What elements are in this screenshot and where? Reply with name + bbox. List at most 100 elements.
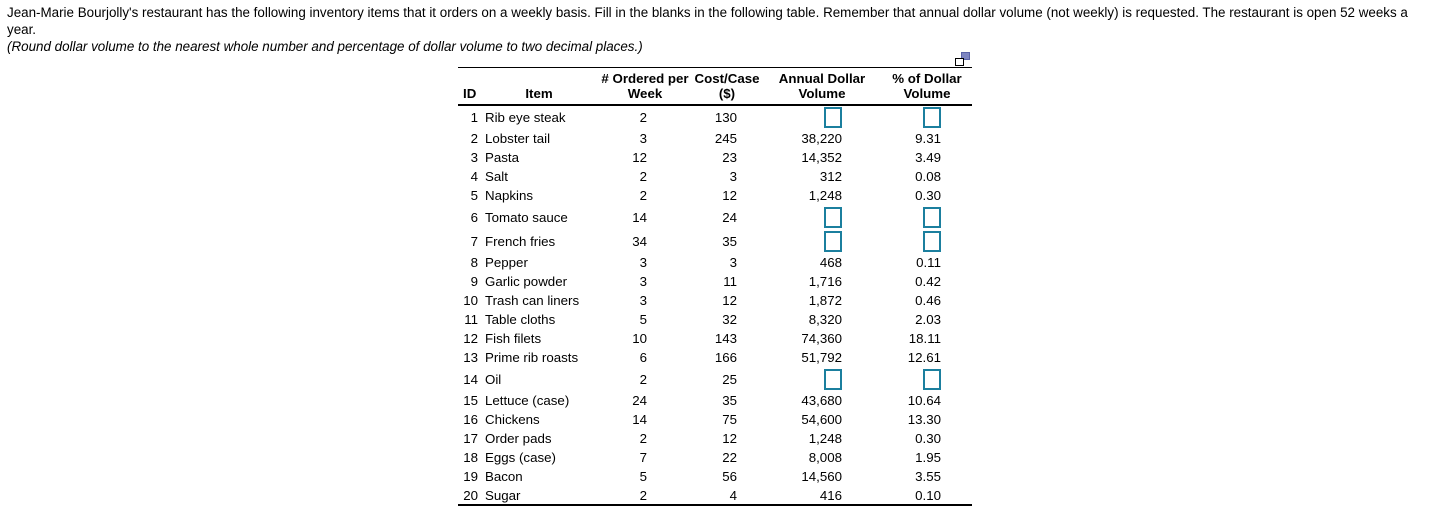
cell-pct: 3.55 — [915, 469, 941, 484]
cell-ordered: 24 — [632, 393, 647, 408]
cell-item: Lettuce (case) — [485, 393, 570, 408]
cell-pct: 18.11 — [908, 331, 941, 346]
column-header-pct-dollar-volume: % of Dollar Volume — [882, 67, 972, 106]
cell-item: Garlic powder — [485, 274, 568, 289]
cell-item: Pepper — [485, 255, 528, 270]
answer-box[interactable] — [824, 107, 842, 128]
column-header-annual-dollar-volume: Annual Dollar Volume — [762, 67, 882, 106]
cell-annual: 8,320 — [808, 312, 842, 327]
cell-pct: 0.08 — [915, 169, 941, 184]
cell-item: Eggs (case) — [485, 450, 556, 465]
cell-id: 18 — [463, 450, 478, 465]
cell-cost: 3 — [729, 255, 737, 270]
answer-box[interactable] — [923, 230, 941, 252]
cell-annual: 1,248 — [808, 431, 842, 446]
column-header-ordered-per-week: # Ordered per Week — [598, 67, 692, 106]
cell-item: Rib eye steak — [485, 110, 566, 125]
answer-box[interactable] — [824, 230, 842, 252]
cell-item: Bacon — [485, 469, 523, 484]
cell-ordered: 7 — [639, 450, 647, 465]
cell-id: 20 — [463, 487, 478, 503]
table-row: 3 Pasta 12 23 14,352 3.49 — [458, 148, 972, 167]
column-header-item: Item — [480, 67, 598, 106]
cell-annual: 1,248 — [808, 188, 842, 203]
cell-id: 9 — [470, 274, 478, 289]
cell-ordered: 2 — [639, 371, 647, 387]
cell-id: 14 — [463, 371, 478, 387]
table-row: 9 Garlic powder 3 11 1,716 0.42 — [458, 272, 972, 291]
cell-ordered: 6 — [639, 350, 647, 365]
table-row: 5 Napkins 2 12 1,248 0.30 — [458, 186, 972, 205]
cell-ordered: 3 — [639, 255, 647, 270]
cell-item: Prime rib roasts — [485, 350, 579, 365]
cell-cost: 56 — [722, 469, 737, 484]
cell-annual: 312 — [819, 169, 842, 184]
problem-statement: Jean-Marie Bourjolly's restaurant has th… — [7, 5, 1408, 37]
cell-annual — [762, 229, 882, 253]
cell-id: 1 — [470, 110, 478, 125]
cell-id: 12 — [463, 331, 478, 346]
cell-annual: 1,716 — [808, 274, 842, 289]
answer-box[interactable] — [824, 368, 842, 390]
cell-cost: 4 — [729, 487, 737, 503]
table-row: 11 Table cloths 5 32 8,320 2.03 — [458, 310, 972, 329]
cell-ordered: 2 — [639, 169, 647, 184]
cell-ordered: 12 — [632, 150, 647, 165]
cell-annual — [762, 367, 882, 391]
cell-item: Sugar — [485, 487, 521, 503]
cell-id: 16 — [463, 412, 478, 427]
cell-ordered: 2 — [639, 431, 647, 446]
table-row: 19 Bacon 5 56 14,560 3.55 — [458, 467, 972, 486]
column-header-id: ID — [458, 67, 480, 106]
table-row: 4 Salt 2 3 312 0.08 — [458, 167, 972, 186]
cell-annual: 1,872 — [808, 293, 842, 308]
table-row: 1 Rib eye steak 2 130 — [458, 105, 972, 129]
table-row: 6 Tomato sauce 14 24 — [458, 205, 972, 229]
popout-window-icon[interactable] — [955, 52, 970, 66]
table-row: 17 Order pads 2 12 1,248 0.30 — [458, 429, 972, 448]
cell-pct: 2.03 — [915, 312, 941, 327]
cell-id: 4 — [470, 169, 478, 184]
cell-cost: 32 — [722, 312, 737, 327]
answer-box[interactable] — [923, 107, 941, 128]
cell-cost: 23 — [722, 150, 737, 165]
cell-annual: 51,792 — [801, 350, 842, 365]
answer-box[interactable] — [824, 206, 842, 228]
cell-annual: 8,008 — [808, 450, 842, 465]
cell-pct: 0.46 — [915, 293, 941, 308]
table-row: 16 Chickens 14 75 54,600 13.30 — [458, 410, 972, 429]
cell-ordered: 2 — [639, 487, 647, 503]
cell-ordered: 34 — [632, 233, 647, 249]
cell-id: 11 — [464, 312, 478, 327]
answer-box[interactable] — [923, 206, 941, 228]
cell-item: Chickens — [485, 412, 540, 427]
cell-annual: 74,360 — [801, 331, 842, 346]
popout-icon-back-square — [961, 52, 970, 60]
table-row: 14 Oil 2 25 — [458, 367, 972, 391]
cell-cost: 24 — [722, 209, 737, 225]
inventory-table-container: ID Item # Ordered per Week Cost/Case ($)… — [458, 52, 972, 506]
cell-ordered: 10 — [632, 331, 647, 346]
cell-pct: 13.30 — [907, 412, 941, 427]
answer-box[interactable] — [923, 368, 941, 390]
table-row: 8 Pepper 3 3 468 0.11 — [458, 253, 972, 272]
cell-cost: 75 — [722, 412, 737, 427]
cell-ordered: 3 — [639, 274, 647, 289]
cell-ordered: 3 — [639, 293, 647, 308]
cell-item: Salt — [485, 169, 508, 184]
cell-ordered: 2 — [639, 110, 647, 125]
cell-id: 6 — [470, 209, 478, 225]
popout-icon-front-square — [955, 58, 964, 66]
cell-cost: 22 — [722, 450, 737, 465]
cell-cost: 11 — [723, 274, 737, 289]
cell-pct: 0.30 — [915, 431, 941, 446]
table-row: 20 Sugar 2 4 416 0.10 — [458, 486, 972, 505]
table-row: 18 Eggs (case) 7 22 8,008 1.95 — [458, 448, 972, 467]
cell-pct: 10.64 — [907, 393, 941, 408]
cell-cost: 12 — [722, 188, 737, 203]
cell-cost: 35 — [722, 393, 737, 408]
cell-annual: 14,560 — [801, 469, 842, 484]
cell-ordered: 5 — [639, 312, 647, 327]
problem-instructions: Jean-Marie Bourjolly's restaurant has th… — [7, 4, 1432, 55]
cell-annual: 14,352 — [801, 150, 842, 165]
